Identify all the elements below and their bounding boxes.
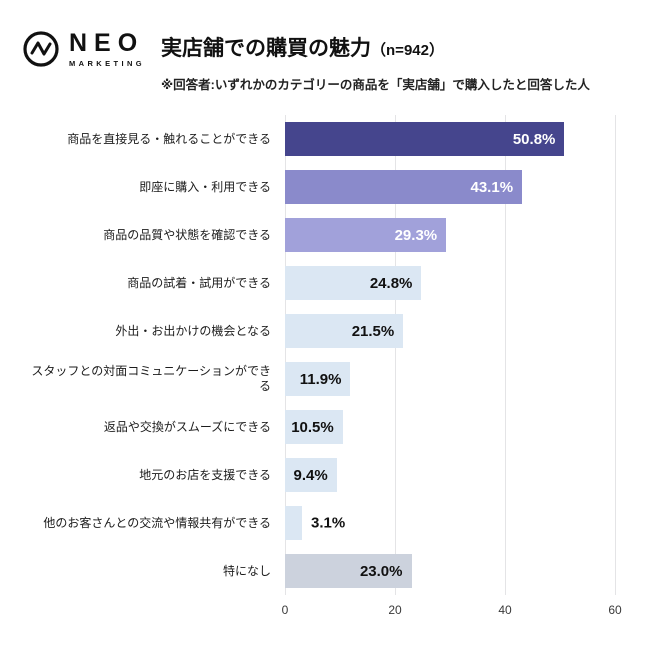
chart-row: 特になし 23.0% (20, 547, 632, 595)
title-text: 実店舗での購買の魅力 (161, 37, 372, 60)
gridline (395, 115, 396, 595)
value-label: 10.5% (291, 418, 334, 436)
value-label: 50.8% (512, 130, 556, 148)
x-axis-tick: 0 (281, 603, 289, 617)
x-axis-tick: 40 (498, 603, 512, 617)
gridline (285, 115, 286, 595)
logo-name: NEO (69, 28, 145, 57)
x-axis-tick: 20 (388, 603, 402, 617)
value-label: 21.5% (351, 322, 395, 340)
bar-track: 43.1% (285, 170, 615, 204)
gridline (615, 115, 616, 595)
bar-track: 23.0% (285, 554, 615, 588)
chart-row: 商品の品質や状態を確認できる 29.3% (20, 211, 632, 259)
bar-chart: 商品を直接見る・触れることができる 50.8% 即座に購入・利用できる 43.1% 商品… (20, 115, 632, 621)
x-axis: 0 20 40 60 (281, 603, 622, 621)
chart-row: 即座に購入・利用できる 43.1% (20, 163, 632, 211)
bar: 21.5% (285, 314, 404, 348)
bar-track: 21.5% (285, 314, 615, 348)
sample-size: （n=942） (371, 42, 444, 59)
bar (285, 506, 303, 540)
value-label: 9.4% (293, 466, 328, 484)
bar: 43.1% (285, 170, 523, 204)
bar: 10.5% (285, 410, 343, 444)
category-label: 商品の品質や状態を確認できる (103, 227, 271, 242)
pulse-circle-icon (23, 31, 59, 67)
bar-track: 3.1% (285, 506, 615, 540)
title-block: 実店舗での購買の魅力（n=942） ※回答者:いずれかのカテゴリーの商品を「実店… (161, 26, 590, 93)
gridline (505, 115, 506, 595)
page-title: 実店舗での購買の魅力（n=942） (161, 32, 590, 62)
bar-track: 50.8% (285, 122, 615, 156)
gridlines (285, 115, 616, 595)
chart-row: 外出・お出かけの機会となる 21.5% (20, 307, 632, 355)
chart-row: 商品の試着・試用ができる 24.8% (20, 259, 632, 307)
chart-row: 他のお客さんとの交流や情報共有ができる 3.1% (20, 499, 632, 547)
category-label: 他のお客さんとの交流や情報共有ができる (43, 515, 271, 530)
category-label: 商品を直接見る・触れることができる (67, 131, 271, 146)
bar-track: 29.3% (285, 218, 615, 252)
value-label: 3.1% (311, 514, 346, 532)
bar: 23.0% (285, 554, 412, 588)
chart-row: 返品や交換がスムーズにできる 10.5% (20, 403, 632, 451)
value-label: 43.1% (470, 178, 514, 196)
bar: 50.8% (285, 122, 565, 156)
bar-track: 24.8% (285, 266, 615, 300)
x-axis-tick: 60 (608, 603, 622, 617)
bar: 11.9% (285, 362, 351, 396)
value-label: 11.9% (299, 370, 342, 388)
chart-row: スタッフとの対面コミュニケーションができる 11.9% (20, 355, 632, 403)
category-label: スタッフとの対面コミュニケーションができる (31, 364, 271, 393)
value-label: 29.3% (394, 226, 438, 244)
bar: 29.3% (285, 218, 447, 252)
logo-subtext: MARKETING (69, 58, 146, 68)
bar-track: 11.9% (285, 362, 615, 396)
chart-row: 地元のお店を支援できる 9.4% (20, 451, 632, 499)
category-label: 地元のお店を支援できる (139, 467, 271, 482)
bar-track: 10.5% (285, 410, 615, 444)
value-label: 23.0% (359, 562, 403, 580)
bar: 24.8% (285, 266, 422, 300)
chart-subtitle: ※回答者:いずれかのカテゴリーの商品を「実店舗」で購入したと回答した人 (161, 78, 590, 92)
category-label: 商品の試着・試用ができる (127, 275, 271, 290)
logo-text: NEO MARKETING (69, 28, 146, 68)
neo-marketing-logo: NEO MARKETING (22, 30, 145, 68)
category-label: 即座に購入・利用できる (139, 179, 271, 194)
category-label: 外出・お出かけの機会となる (115, 323, 271, 338)
chart-rows: 商品を直接見る・触れることができる 50.8% 即座に購入・利用できる 43.1% 商品… (20, 115, 632, 595)
chart-row: 商品を直接見る・触れることができる 50.8% (20, 115, 632, 163)
bar-track: 9.4% (285, 458, 615, 492)
value-label: 24.8% (369, 274, 413, 292)
header: NEO MARKETING 実店舗での購買の魅力（n=942） ※回答者:いずれ… (0, 0, 650, 93)
bar: 9.4% (285, 458, 337, 492)
category-label: 返品や交換がスムーズにできる (103, 419, 271, 434)
category-label: 特になし (222, 563, 271, 578)
